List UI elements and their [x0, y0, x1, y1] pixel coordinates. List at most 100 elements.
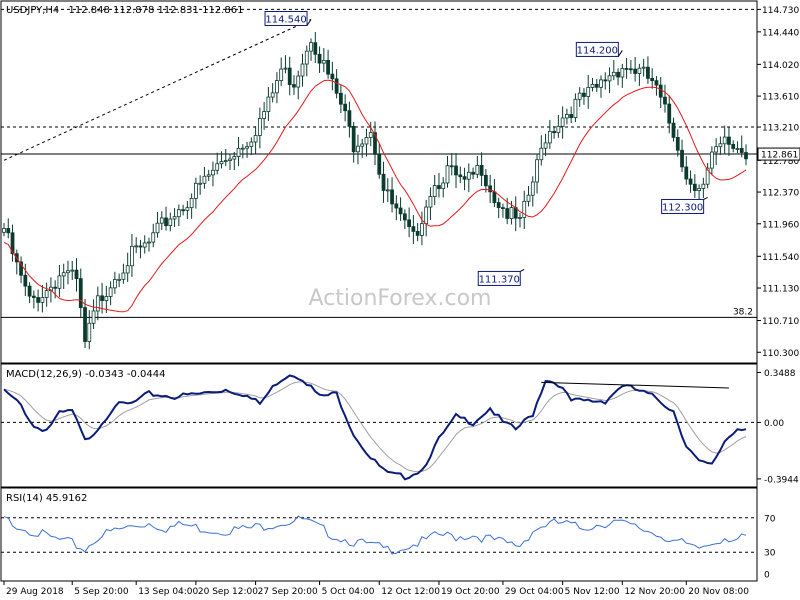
macd-signal-line: [3, 381, 747, 473]
candle-body: [731, 143, 736, 149]
candle-body: [219, 161, 224, 165]
candle-body: [236, 147, 241, 157]
candle-body: [253, 135, 258, 143]
y-tick-label: 114.440: [762, 28, 799, 38]
candle-body: [266, 96, 271, 112]
candle-body: [168, 218, 173, 227]
x-tick-label: 19 Oct 20:00: [441, 587, 500, 597]
candle-body: [240, 147, 245, 150]
candle-body: [373, 132, 377, 155]
y-tick-label: 0.3488: [764, 369, 796, 379]
candle-body: [206, 174, 211, 177]
candle-body: [390, 189, 394, 205]
candle-body: [23, 274, 28, 287]
candle-body: [692, 183, 697, 191]
candle-body: [509, 207, 514, 219]
candle-body: [300, 63, 305, 77]
rsi-y-axis: 70 30 0: [764, 514, 776, 580]
candle-body: [526, 194, 531, 202]
candle-body: [275, 80, 279, 94]
candle-body: [611, 71, 616, 77]
candle-body: [61, 272, 66, 277]
candle-body: [501, 207, 505, 209]
annotation-box: [264, 10, 308, 26]
annotation-box: [661, 198, 705, 214]
candle-body: [684, 166, 689, 180]
candle-body: [688, 178, 693, 185]
y-tick-label: 0.00: [764, 419, 784, 429]
y-tick-label: 114.020: [762, 61, 799, 71]
candle-body: [454, 165, 458, 176]
y-tick-label: 111.130: [762, 285, 799, 295]
y-tick-label: 70: [764, 514, 776, 524]
candle-body: [466, 171, 471, 180]
candle-body: [257, 118, 262, 136]
y-tick-label: 110.710: [762, 317, 799, 327]
candle-body: [658, 84, 663, 98]
candle-body: [40, 297, 45, 303]
rsi-panel-frame: [0, 487, 758, 582]
macd-label: MACD(12,26,9) -0.0343 -0.0444: [6, 369, 166, 380]
candle-body: [360, 143, 365, 147]
candle-body: [223, 160, 228, 162]
candle-body: [718, 143, 723, 148]
y-tick-label: 0: [764, 571, 770, 581]
candle-body: [228, 158, 232, 161]
candle-body: [471, 171, 475, 175]
annotation-box: [477, 270, 521, 286]
candle-body: [44, 290, 49, 298]
last-price-label: 112.861: [761, 151, 798, 161]
candle-body: [624, 68, 629, 70]
candle-body: [590, 83, 595, 88]
candle-body: [134, 245, 139, 248]
candle-body: [125, 265, 130, 274]
candle-body: [616, 71, 620, 78]
y-tick-label: 110.300: [762, 349, 799, 359]
candle-body: [232, 156, 237, 160]
candle-body: [479, 165, 484, 176]
candle-body: [633, 68, 638, 74]
x-tick-label: 29 Aug 2018: [6, 587, 64, 597]
candle-body: [296, 75, 301, 88]
candle-body: [577, 92, 582, 100]
candle-body: [368, 132, 373, 138]
annotation-leader: [617, 50, 623, 57]
candle-body: [462, 176, 467, 180]
x-tick-label: 29 Oct 04:00: [505, 587, 564, 597]
candle-body: [522, 200, 527, 218]
candle-body: [202, 175, 207, 184]
candle-body: [159, 217, 164, 224]
rsi-label: RSI(14) 45.9162: [6, 493, 87, 504]
candle-body: [317, 53, 322, 64]
candle-body: [6, 228, 11, 234]
candle-body: [313, 42, 318, 55]
candle-body: [646, 66, 650, 79]
candle-body: [492, 191, 497, 203]
candle-body: [458, 174, 463, 178]
candle-body: [739, 148, 744, 153]
candle-body: [377, 154, 382, 175]
y-tick-label: 111.540: [762, 253, 799, 263]
candle-body: [287, 67, 292, 85]
moving-average-line: [3, 79, 747, 313]
ohlc-text: 112.848 112.878 112.831 112.861: [68, 5, 243, 16]
candle-body: [671, 122, 676, 138]
candle-body: [744, 152, 748, 160]
x-tick-label: 20 Sep 12:00: [198, 587, 258, 597]
candle-body: [402, 213, 407, 221]
candle-body: [70, 269, 75, 272]
candle-body: [535, 159, 539, 183]
candle-body: [560, 117, 565, 127]
candle-body: [420, 223, 424, 236]
candle-body: [164, 217, 168, 227]
candle-body: [245, 146, 249, 149]
candle-body: [505, 208, 510, 219]
candle-body: [364, 137, 369, 145]
candle-body: [599, 79, 603, 88]
candle-body: [701, 183, 706, 189]
x-tick-label: 27 Sep 20:00: [258, 587, 318, 597]
rsi-panel: 70 30 0 RSI(14) 45.9162: [0, 487, 776, 582]
candle-body: [279, 68, 284, 81]
candle-body: [680, 149, 684, 168]
